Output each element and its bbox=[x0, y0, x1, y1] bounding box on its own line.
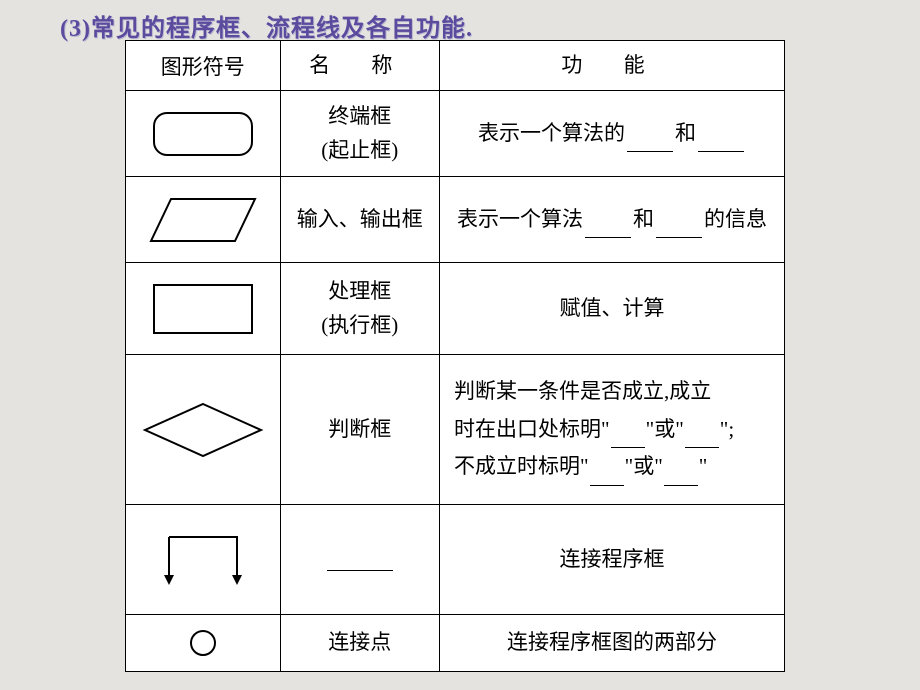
blank-fill bbox=[685, 426, 719, 448]
blank-fill bbox=[611, 426, 645, 448]
table-row: 连接程序框 bbox=[126, 505, 784, 615]
name-line1: 连接点 bbox=[328, 626, 391, 660]
flowline-icon bbox=[151, 529, 255, 591]
name-cell: 判断框 bbox=[281, 355, 441, 504]
parallelogram-icon bbox=[149, 195, 257, 245]
title-text: (3)常见的程序框、流程线及各自功能. bbox=[60, 16, 473, 42]
table-row: 终端框 (起止框) 表示一个算法的和 bbox=[126, 91, 784, 177]
table-row: 处理框 (执行框) 赋值、计算 bbox=[126, 263, 784, 355]
name-line1: 判断框 bbox=[328, 413, 391, 447]
blank-fill bbox=[327, 549, 393, 571]
page-title: (3)常见的程序框、流程线及各自功能. bbox=[60, 8, 473, 43]
header-func: 功 能 bbox=[440, 41, 784, 90]
rectangle-icon bbox=[153, 284, 253, 334]
blank-fill bbox=[656, 216, 702, 238]
circle-icon bbox=[190, 630, 216, 656]
name-line1: 终端框 bbox=[328, 100, 391, 134]
symbol-cell bbox=[126, 91, 281, 176]
table-row: 连接点 连接程序框图的两部分 bbox=[126, 615, 784, 671]
name-cell: 处理框 (执行框) bbox=[281, 263, 441, 354]
table-row: 判断框 判断某一条件是否成立,成立 时在出口处标明""或""; 不成立时标明""… bbox=[126, 355, 784, 505]
name-line2: (执行框) bbox=[321, 309, 398, 343]
header-name: 名 称 bbox=[281, 41, 441, 90]
symbol-cell bbox=[126, 505, 281, 614]
name-line2: (起止框) bbox=[321, 134, 398, 168]
name-line1: 输入、输出框 bbox=[297, 203, 423, 237]
blank-fill bbox=[698, 130, 744, 152]
func-cell: 判断某一条件是否成立,成立 时在出口处标明""或""; 不成立时标明""或"" bbox=[440, 355, 784, 504]
table-row: 输入、输出框 表示一个算法和的信息 bbox=[126, 177, 784, 263]
name-line1: 处理框 bbox=[328, 275, 391, 309]
symbol-cell bbox=[126, 177, 281, 262]
blank-fill bbox=[590, 464, 624, 486]
flowchart-table: 图形符号 名 称 功 能 终端框 (起止框) 表示一个算法的和 输入、输出框 bbox=[125, 40, 785, 672]
symbol-cell bbox=[126, 355, 281, 504]
func-cell: 表示一个算法和的信息 bbox=[440, 177, 784, 262]
symbol-cell bbox=[126, 615, 281, 671]
symbol-cell bbox=[126, 263, 281, 354]
func-cell: 连接程序框图的两部分 bbox=[440, 615, 784, 671]
func-cell: 赋值、计算 bbox=[440, 263, 784, 354]
diamond-icon bbox=[141, 400, 265, 460]
blank-fill bbox=[664, 464, 698, 486]
blank-fill bbox=[585, 216, 631, 238]
func-cell: 连接程序框 bbox=[440, 505, 784, 614]
name-cell: 终端框 (起止框) bbox=[281, 91, 441, 176]
header-symbol: 图形符号 bbox=[126, 41, 281, 90]
name-cell bbox=[281, 505, 441, 614]
name-cell: 连接点 bbox=[281, 615, 441, 671]
func-cell: 表示一个算法的和 bbox=[440, 91, 784, 176]
table-header-row: 图形符号 名 称 功 能 bbox=[126, 41, 784, 91]
blank-fill bbox=[627, 130, 673, 152]
terminal-icon bbox=[153, 112, 253, 156]
name-cell: 输入、输出框 bbox=[281, 177, 441, 262]
